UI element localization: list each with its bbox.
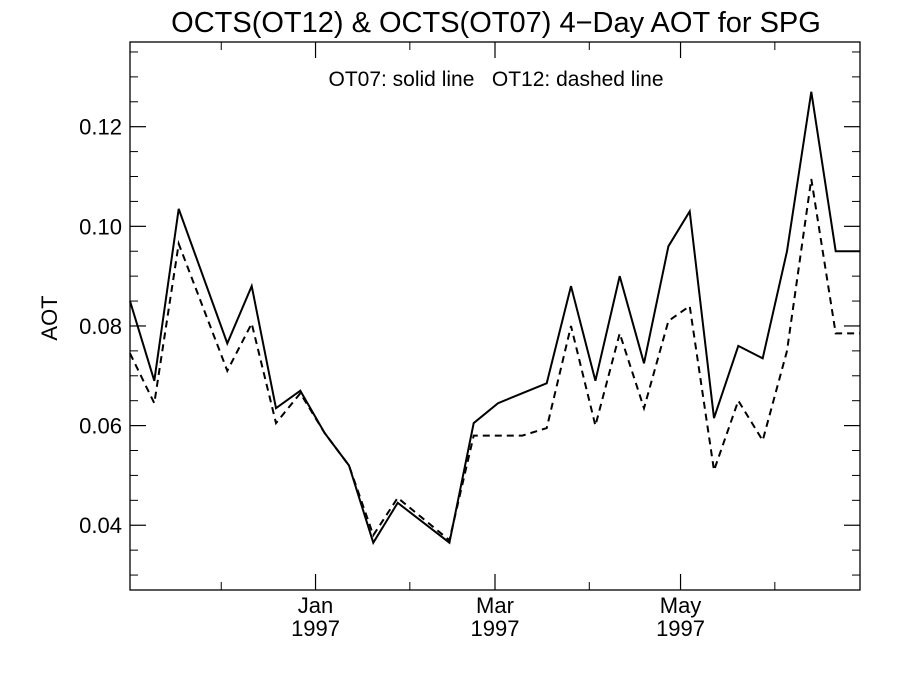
y-tick-label: 0.04 (79, 513, 122, 538)
axis-ticks (130, 42, 860, 590)
y-tick-label: 0.08 (79, 314, 122, 339)
y-tick-label: 0.10 (79, 214, 122, 239)
x-tick-year: 1997 (291, 616, 340, 641)
legend-annotation: OT07: solid line OT12: dashed line (328, 68, 663, 91)
x-tick-year: 1997 (656, 616, 705, 641)
series-layer (129, 91, 860, 546)
y-tick-label: 0.06 (79, 414, 122, 439)
x-tick-year: 1997 (471, 616, 520, 641)
series-line-ot12 (129, 178, 860, 542)
x-tick-month: May (660, 593, 702, 618)
series-line-ot07 (129, 91, 860, 546)
x-tick-month: Mar (476, 593, 514, 618)
chart-title: OCTS(OT12) & OCTS(OT07) 4−Day AOT for SP… (171, 7, 821, 39)
y-tick-labels: 0.04 0.06 0.08 0.10 0.12 (79, 115, 122, 539)
y-axis-label: AOT (37, 295, 62, 340)
y-tick-label: 0.12 (79, 115, 122, 140)
x-tick-month: Jan (298, 593, 333, 618)
